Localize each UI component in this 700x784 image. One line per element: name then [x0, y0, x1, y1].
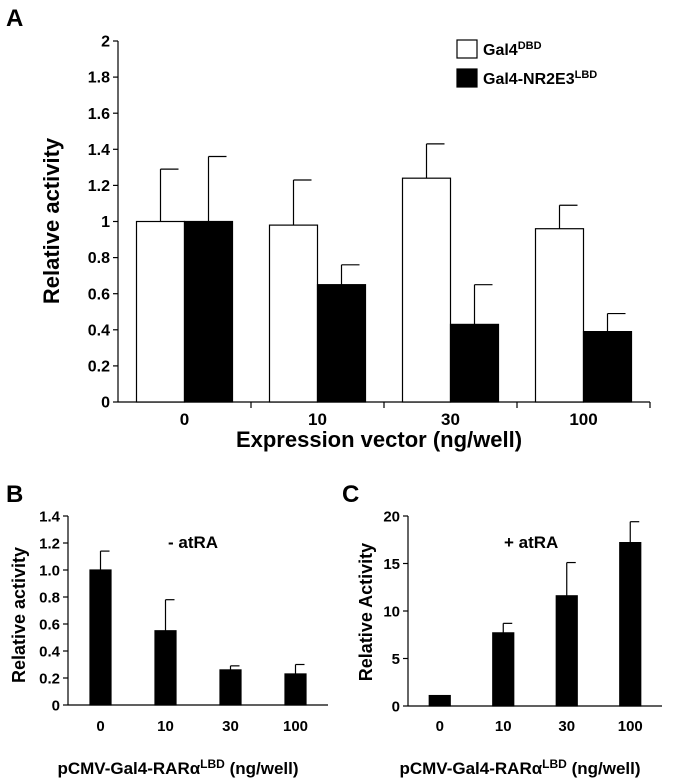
chart-b-annotation: - atRA [168, 533, 218, 552]
chart-a-y-tick-label: 2 [101, 34, 110, 51]
chart-a-category-label: 0 [180, 410, 189, 429]
chart-a-y-tick-label: 1.8 [88, 70, 110, 87]
chart-b-bar [219, 669, 242, 706]
legend-swatch-gal4-dbd [456, 39, 478, 59]
chart-c-xlabel: pCMV-Gal4-RARαLBD (ng/well) [399, 757, 640, 778]
chart-a-bar [316, 284, 367, 403]
chart-b-category-label: 30 [222, 718, 239, 735]
chart-c-category-label: 0 [436, 718, 444, 735]
chart-b: Relative activity - atRA pCMV-Gal4-RARαL… [9, 508, 328, 778]
chart-a-ylabel: Relative activity [39, 137, 64, 304]
chart-a-bar [449, 323, 500, 403]
chart-c-bar [428, 694, 451, 707]
chart-a-category-label: 30 [441, 410, 460, 429]
chart-b-y-tick-label: 1.4 [39, 508, 61, 525]
chart-b-bar [284, 673, 307, 706]
chart-b-y-tick-label: 0.6 [39, 616, 60, 633]
chart-a-bar [401, 177, 452, 403]
chart-b-y-tick-label: 0.4 [39, 643, 61, 660]
chart-a-y-tick-label: 1.2 [88, 178, 110, 195]
chart-a-y-tick-label: 1 [101, 214, 110, 231]
chart-b-bar [89, 569, 112, 706]
chart-c-y-tick-label: 10 [383, 603, 400, 620]
chart-a-bar [135, 220, 186, 403]
chart-b-category-label: 10 [157, 718, 174, 735]
chart-a-y-tick-label: 1.6 [88, 106, 110, 123]
chart-b-bar [154, 630, 177, 706]
chart-c-bar [619, 541, 642, 707]
chart-a-y-tick-label: 0.6 [88, 286, 110, 303]
chart-b-category-label: 0 [96, 718, 104, 735]
legend-swatch-gal4-nr2e3-lbd [456, 68, 478, 88]
chart-a-bar [183, 220, 234, 403]
chart-b-y-tick-label: 0 [52, 697, 60, 714]
chart-b-y-tick-label: 1.2 [39, 535, 60, 552]
chart-c-y-tick-label: 20 [383, 508, 400, 525]
chart-c: Relative Activity + atRA pCMV-Gal4-RARαL… [356, 508, 662, 778]
chart-c-annotation: + atRA [504, 533, 558, 552]
chart-a: Relative activity Expression vector (ng/… [39, 34, 651, 452]
chart-c-category-label: 30 [558, 718, 575, 735]
chart-a-y-tick-label: 0 [101, 395, 110, 412]
chart-a-y-tick-label: 0.8 [88, 250, 110, 267]
chart-a-y-tick-label: 1.4 [88, 142, 110, 159]
chart-a-y-tick-label: 0.4 [88, 322, 110, 339]
chart-a-bar [582, 331, 633, 403]
chart-b-y-tick-label: 0.2 [39, 670, 60, 687]
chart-c-ylabel: Relative Activity [356, 543, 376, 681]
chart-a-y-tick-label: 0.2 [88, 359, 110, 376]
chart-a-xlabel: Expression vector (ng/well) [236, 427, 522, 452]
chart-c-bar [492, 632, 515, 707]
panel-label-b: B [6, 481, 23, 508]
chart-b-y-tick-label: 1.0 [39, 562, 60, 579]
chart-c-category-label: 10 [495, 718, 512, 735]
chart-a-legend: Gal4DBD Gal4-NR2E3LBD [456, 39, 597, 88]
legend-label-gal4-dbd: Gal4DBD [483, 40, 542, 59]
chart-c-y-tick-label: 5 [392, 651, 400, 668]
panel-label-a: A [6, 5, 23, 32]
chart-b-xlabel: pCMV-Gal4-RARαLBD (ng/well) [57, 757, 298, 778]
chart-c-y-tick-label: 0 [392, 698, 400, 715]
legend-label-gal4-nr2e3-lbd: Gal4-NR2E3LBD [483, 69, 597, 88]
chart-c-category-label: 100 [618, 718, 643, 735]
chart-c-bar [555, 595, 578, 707]
chart-a-category-label: 100 [569, 410, 597, 429]
chart-b-category-label: 100 [283, 718, 308, 735]
chart-b-y-tick-label: 0.8 [39, 589, 60, 606]
panel-label-c: C [342, 481, 359, 508]
chart-c-y-tick-label: 15 [383, 556, 400, 573]
chart-a-category-label: 10 [308, 410, 327, 429]
chart-b-ylabel: Relative activity [9, 547, 29, 683]
chart-a-bar [268, 224, 319, 403]
chart-a-bar [534, 228, 585, 403]
